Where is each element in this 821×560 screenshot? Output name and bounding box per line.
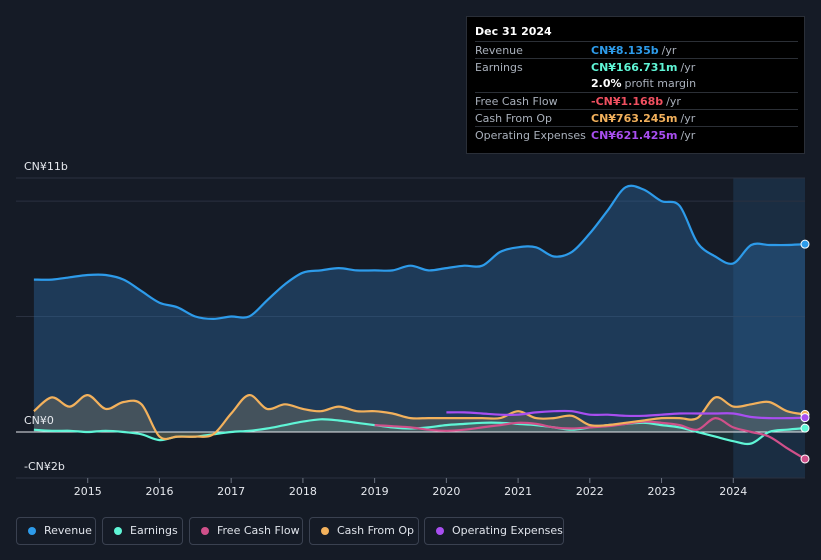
- tooltip-value: CN¥166.731m/yr: [591, 61, 696, 74]
- legend-dot-icon: [321, 527, 329, 535]
- free-cash-flow-line: [374, 417, 806, 460]
- legend-label: Revenue: [44, 524, 92, 537]
- tooltip-value: -CN¥1.168b/yr: [591, 95, 681, 108]
- legend-dot-icon: [28, 527, 36, 535]
- tooltip-row-revenue: Revenue CN¥8.135b/yr: [475, 41, 798, 59]
- gridlines: [16, 177, 805, 479]
- x-tick-label: 2020: [432, 485, 460, 498]
- tooltip-row-margin: 2.0% profit margin: [475, 75, 798, 92]
- tooltip-label: Cash From Op: [475, 112, 553, 125]
- x-tick-label: 2022: [576, 485, 604, 498]
- tooltip-label: Operating Expenses: [475, 129, 586, 142]
- operating-expenses-endpoint: [800, 413, 810, 423]
- revenue-line: [33, 184, 806, 320]
- tooltip-row-earnings: Earnings CN¥166.731m/yr: [475, 58, 798, 76]
- operating-expenses-line: [446, 409, 806, 420]
- legend-item-earnings[interactable]: Earnings: [102, 517, 183, 545]
- x-tick-label: 2021: [504, 485, 532, 498]
- tooltip-label: Free Cash Flow: [475, 95, 558, 108]
- cash-from-op-line: [33, 394, 806, 441]
- cash-from-op-area: [33, 395, 805, 439]
- tooltip-label: Earnings: [475, 61, 523, 74]
- legend-item-cash-from-op[interactable]: Cash From Op: [309, 517, 419, 545]
- x-tick-label: 2023: [648, 485, 676, 498]
- y-label-max: CN¥11b: [24, 160, 68, 173]
- x-tick-label: 2017: [217, 485, 245, 498]
- legend-label: Earnings: [130, 524, 178, 537]
- legend-label: Operating Expenses: [452, 524, 563, 537]
- tooltip-value: 2.0% profit margin: [591, 77, 697, 90]
- tooltip-value: CN¥621.425m/yr: [591, 129, 696, 142]
- legend-dot-icon: [114, 527, 122, 535]
- x-tick-label: 2018: [289, 485, 317, 498]
- free-cash-flow-endpoint: [800, 454, 810, 464]
- legend-label: Free Cash Flow: [217, 524, 300, 537]
- y-label-min: -CN¥2b: [24, 460, 65, 473]
- x-tick-label: 2016: [145, 485, 173, 498]
- series-lines: [33, 184, 806, 460]
- series-endpoints: [800, 239, 810, 464]
- revenue-area: [33, 185, 805, 432]
- legend-dot-icon: [201, 527, 209, 535]
- x-tick-label: 2015: [74, 485, 102, 498]
- tooltip-value: CN¥763.245m/yr: [591, 112, 696, 125]
- legend-item-free-cash-flow[interactable]: Free Cash Flow: [189, 517, 303, 545]
- tooltip-label: Revenue: [475, 44, 523, 57]
- x-axis: 2015 2016 2017 2018 2019 2020 2021 2022 2023 2024: [74, 478, 747, 498]
- tooltip-value: CN¥8.135b/yr: [591, 44, 677, 57]
- x-tick-label: 2024: [719, 485, 747, 498]
- tooltip-row-fcf: Free Cash Flow -CN¥1.168b/yr: [475, 92, 798, 110]
- legend-dot-icon: [436, 527, 444, 535]
- tooltip-row-opex: Operating Expenses CN¥621.425m/yr: [475, 126, 798, 144]
- tooltip-panel: Dec 31 2024 Revenue CN¥8.135b/yr Earning…: [466, 16, 805, 154]
- y-label-zero: CN¥0: [24, 414, 54, 427]
- revenue-endpoint: [800, 239, 810, 249]
- legend-item-revenue[interactable]: Revenue: [16, 517, 96, 545]
- earnings-endpoint: [800, 423, 810, 433]
- tooltip-date: Dec 31 2024: [475, 25, 552, 38]
- x-tick-label: 2019: [361, 485, 389, 498]
- legend-item-operating-expenses[interactable]: Operating Expenses: [424, 517, 564, 545]
- tooltip-row-cfo: Cash From Op CN¥763.245m/yr: [475, 109, 798, 127]
- legend-label: Cash From Op: [337, 524, 415, 537]
